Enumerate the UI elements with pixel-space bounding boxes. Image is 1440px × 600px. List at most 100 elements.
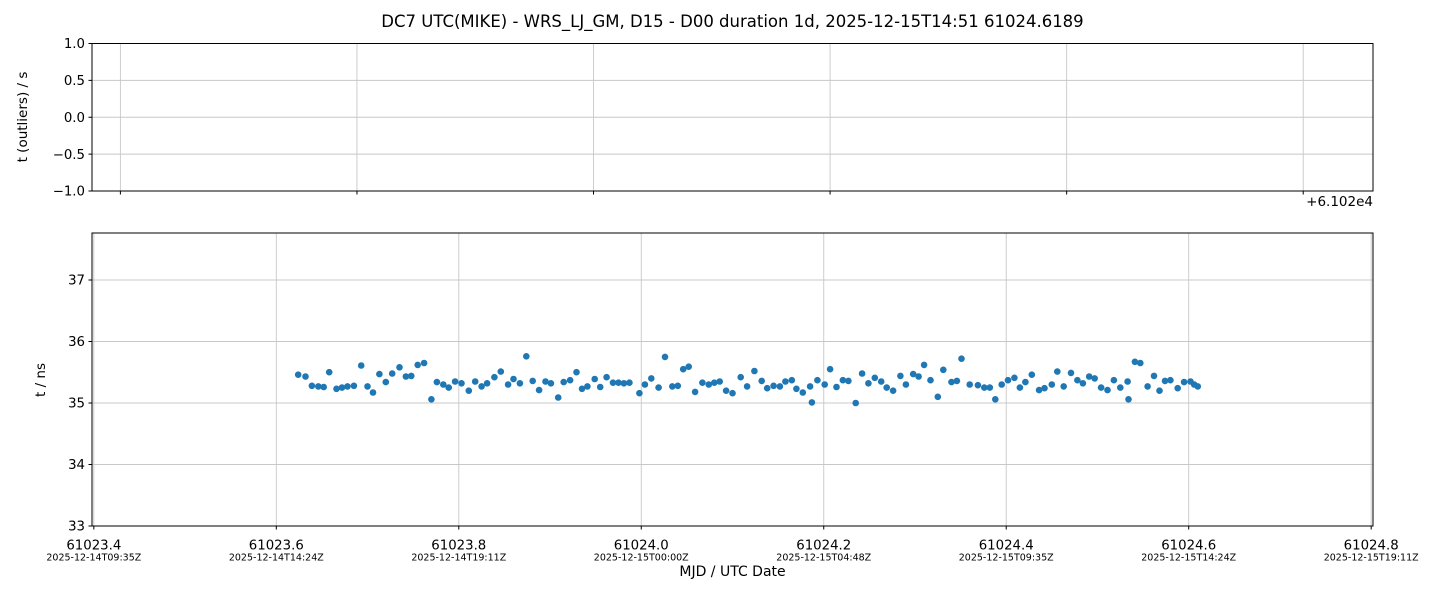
data-point [1091, 375, 1098, 382]
x-tick-label-mjd: 61023.4 [66, 539, 121, 554]
data-point [626, 379, 633, 387]
data-point [641, 381, 649, 388]
y-tick-label: 37 [68, 274, 85, 289]
data-point [711, 379, 718, 387]
data-point [1085, 373, 1093, 380]
data-point [1156, 387, 1163, 395]
data-point [1117, 384, 1124, 391]
data-point [927, 376, 934, 384]
data-point [1167, 376, 1174, 384]
data-point [294, 371, 302, 379]
data-point [974, 381, 982, 389]
data-point [471, 378, 479, 385]
data-point [325, 368, 333, 376]
data-point [420, 359, 428, 367]
data-point [833, 383, 840, 391]
data-point [408, 372, 415, 380]
data-point [661, 353, 669, 361]
data-point [877, 378, 885, 385]
data-point [958, 355, 965, 363]
data-point [770, 382, 777, 390]
y-tick-label: −0.5 [53, 148, 85, 163]
data-point [858, 370, 866, 377]
data-point [1074, 376, 1081, 384]
data-point [705, 381, 713, 388]
data-point [497, 368, 505, 375]
data-point [483, 380, 491, 387]
data-point [1028, 371, 1036, 379]
data-point [445, 384, 453, 391]
data-point [414, 361, 422, 369]
data-point [1067, 369, 1075, 377]
data-point [578, 385, 586, 393]
data-point [889, 387, 897, 395]
data-point [529, 377, 536, 385]
x-tick-label-mjd: 61024.0 [614, 539, 669, 554]
data-point [897, 372, 904, 380]
data-point [547, 380, 555, 387]
data-point [758, 377, 765, 385]
y-tick-label: −1.0 [53, 185, 85, 200]
data-point [1041, 384, 1048, 392]
data-point [560, 378, 567, 386]
chart-title: DC7 UTC(MIKE) - WRS_LJ_GM, D15 - D00 dur… [381, 12, 1084, 31]
data-point [1125, 396, 1132, 403]
data-point [573, 368, 580, 376]
data-point [722, 387, 730, 395]
data-point [554, 394, 562, 401]
data-point [871, 374, 879, 382]
data-point [998, 381, 1005, 388]
x-tick-label-utc: 2025-12-15T19:11Z [1324, 553, 1419, 564]
y-tick-label: 1.0 [64, 37, 85, 52]
y-tick-label: 34 [68, 458, 85, 473]
data-point [596, 383, 604, 391]
y-tick-label: 33 [68, 520, 85, 535]
data-point [883, 384, 890, 391]
x-tick-label-utc: 2025-12-15T09:35Z [959, 553, 1054, 564]
data-point [852, 399, 859, 407]
data-point [966, 381, 973, 388]
data-point [821, 381, 828, 388]
data-point [1022, 378, 1029, 386]
x-tick-label-utc: 2025-12-15T14:24Z [1141, 553, 1236, 564]
outliers-y-axis-label: t (outliers) / s [15, 71, 31, 163]
axis-offset-text: +6.102e4 [1306, 194, 1373, 210]
data-point [865, 380, 872, 387]
data-point [845, 377, 852, 385]
data-point [1004, 376, 1012, 384]
x-tick-label-utc: 2025-12-15T04:48Z [776, 553, 871, 564]
data-point [685, 363, 692, 371]
data-point [428, 396, 435, 403]
data-point [302, 373, 309, 380]
x-tick-label-mjd: 61024.4 [979, 539, 1034, 554]
data-point [566, 376, 574, 384]
data-point [451, 378, 459, 385]
data-point [1097, 384, 1105, 391]
y-tick-label: 0.5 [64, 74, 85, 89]
data-point [369, 389, 377, 396]
data-point [808, 399, 816, 406]
data-point [1079, 380, 1087, 387]
x-tick-label-utc: 2025-12-14T09:35Z [46, 553, 141, 564]
data-point [491, 373, 498, 381]
data-point [992, 396, 999, 403]
data-point [344, 383, 351, 390]
main-y-axis-label: t / ns [33, 363, 49, 398]
data-point [1048, 381, 1056, 388]
data-point [909, 370, 917, 378]
data-point [763, 384, 771, 392]
data-point [699, 379, 706, 387]
data-point [679, 365, 687, 373]
data-point [655, 384, 662, 391]
data-point [788, 376, 796, 384]
data-point [839, 376, 847, 384]
data-point [1161, 377, 1169, 385]
data-point [948, 378, 955, 386]
data-point [535, 386, 543, 394]
data-point [743, 383, 751, 390]
data-point [315, 383, 322, 390]
data-point [826, 365, 834, 373]
data-point [333, 385, 340, 393]
data-point [1131, 358, 1139, 366]
